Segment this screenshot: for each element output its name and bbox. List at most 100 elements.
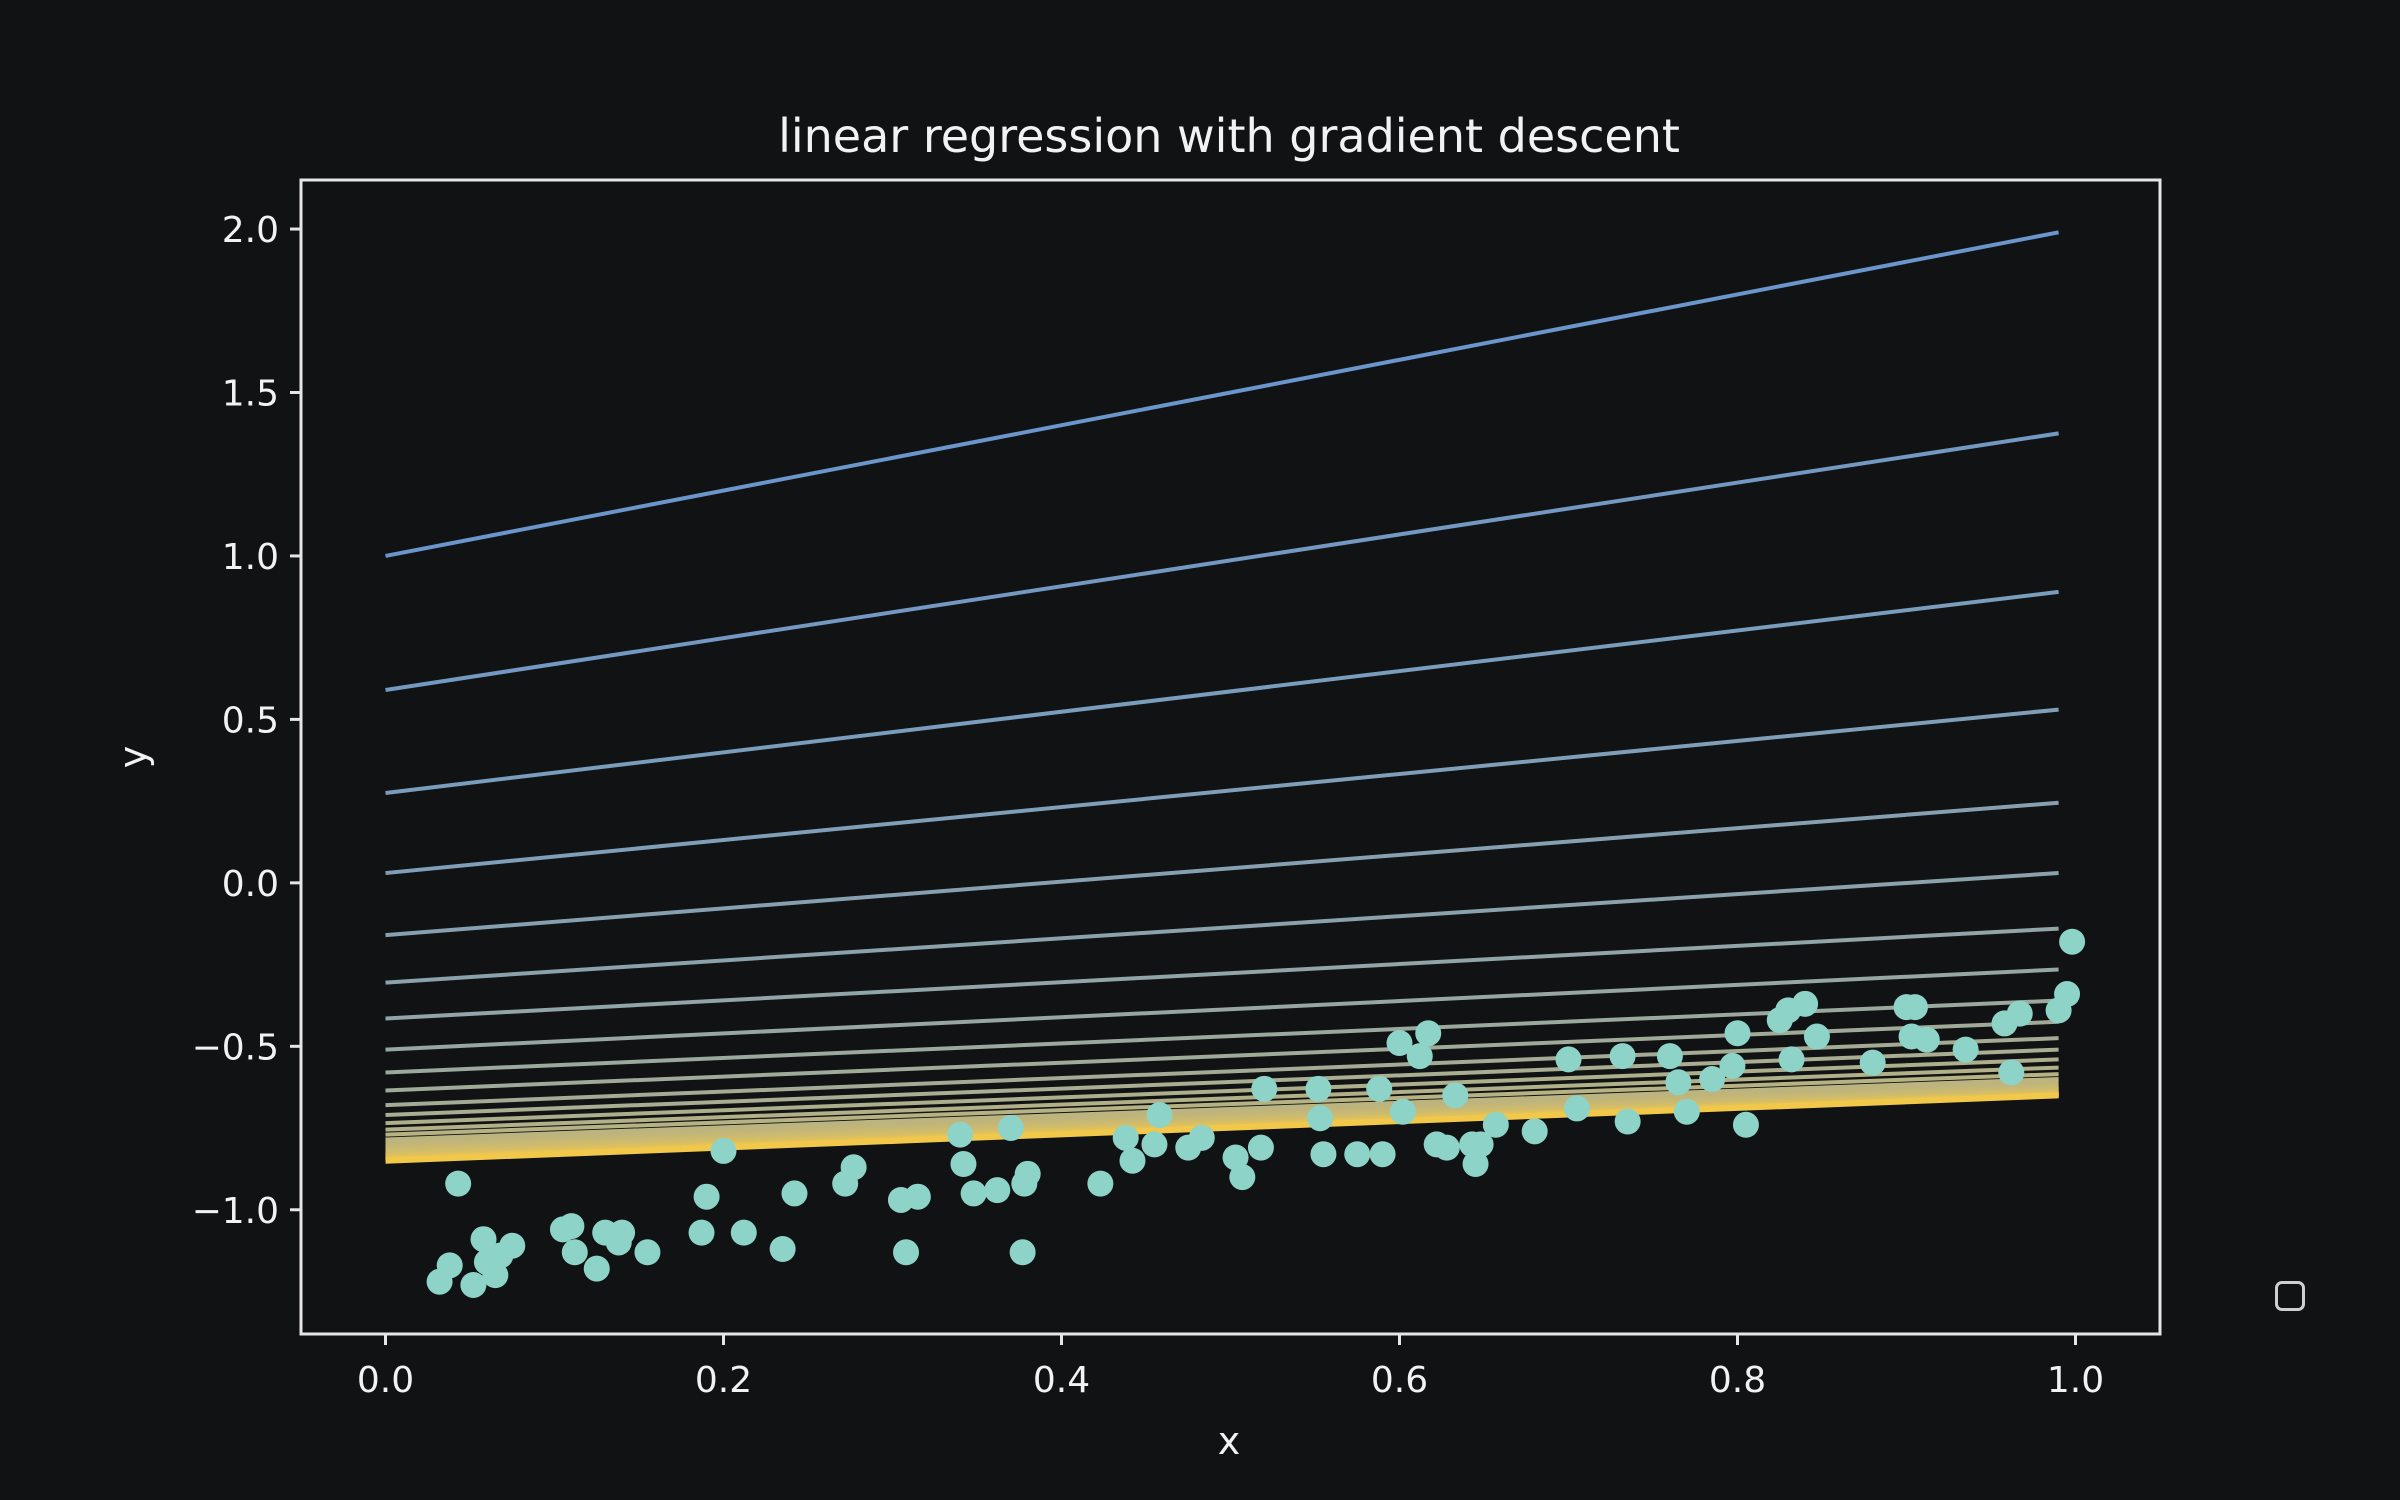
regression-line-2	[385, 589, 2059, 795]
data-point	[499, 1232, 526, 1259]
y-axis-label: y	[111, 746, 155, 769]
data-point	[460, 1271, 487, 1298]
data-point	[710, 1137, 737, 1164]
data-point	[1482, 1111, 1509, 1138]
y-tick-label: 1.5	[222, 373, 279, 414]
x-tick-label: 0.6	[1371, 1360, 1428, 1401]
data-point	[1222, 1144, 1249, 1171]
data-point	[1803, 1023, 1830, 1050]
data-point	[634, 1239, 661, 1266]
data-point	[1724, 1020, 1751, 1047]
data-point	[769, 1236, 796, 1263]
data-point	[893, 1239, 920, 1266]
data-point	[1901, 994, 1928, 1021]
data-point	[688, 1219, 715, 1246]
regression-line-1	[385, 431, 2059, 692]
data-point	[730, 1219, 757, 1246]
regression-lines	[385, 230, 2059, 1164]
regression-line-5	[385, 871, 2059, 985]
data-point	[1609, 1043, 1636, 1070]
regression-line-10	[385, 1036, 2059, 1108]
regression-line-16	[385, 1080, 2059, 1145]
data-point	[583, 1255, 610, 1282]
data-point	[436, 1252, 463, 1279]
regression-line-13	[385, 1065, 2059, 1132]
data-point	[1087, 1170, 1114, 1197]
data-point	[1614, 1108, 1641, 1135]
data-point	[693, 1183, 720, 1210]
data-point	[1778, 1046, 1805, 1073]
data-point	[482, 1262, 509, 1289]
data-point	[2054, 981, 2081, 1008]
regression-line-15	[385, 1077, 2059, 1142]
data-point	[1009, 1239, 1036, 1266]
data-point	[2059, 928, 2086, 955]
regression-line-6	[385, 926, 2059, 1021]
data-point	[960, 1180, 987, 1207]
data-point	[1014, 1160, 1041, 1187]
data-point	[997, 1115, 1024, 1142]
data-point	[1719, 1052, 1746, 1079]
data-point	[1229, 1164, 1256, 1191]
data-points	[426, 928, 2086, 1298]
y-tick-label: −0.5	[192, 1027, 279, 1068]
data-point	[1344, 1141, 1371, 1168]
y-axis: −1.0 −0.5 0.0 0.5 1.0 1.5 2.0	[192, 210, 301, 1232]
data-point	[1307, 1105, 1334, 1132]
data-point	[1467, 1131, 1494, 1158]
data-point	[1521, 1118, 1548, 1145]
plot-frame	[299, 178, 2162, 1336]
data-point	[1188, 1124, 1215, 1151]
data-point	[1366, 1075, 1393, 1102]
chart-title: linear regression with gradient descent	[778, 109, 1680, 163]
data-point	[470, 1226, 497, 1253]
data-point	[1386, 1030, 1413, 1057]
regression-line-7	[385, 967, 2059, 1052]
x-tick-label: 0.4	[1033, 1360, 1090, 1401]
x-tick-label: 0.2	[695, 1360, 752, 1401]
data-point	[1247, 1134, 1274, 1161]
y-tick-label: 0.0	[222, 864, 279, 905]
y-tick-label: 1.0	[222, 537, 279, 578]
data-point	[1406, 1043, 1433, 1070]
regression-line-4	[385, 800, 2059, 938]
data-point	[2006, 1000, 2033, 1027]
data-point	[1146, 1101, 1173, 1128]
data-point	[558, 1213, 585, 1240]
regression-line-29	[385, 1092, 2059, 1164]
data-point	[1673, 1098, 1700, 1125]
regression-line-0	[385, 230, 2059, 558]
data-point	[904, 1183, 931, 1210]
data-point	[1732, 1111, 1759, 1138]
x-axis: 0.0 0.2 0.4 0.6 0.8 1.0	[357, 1334, 2104, 1401]
data-point	[984, 1177, 1011, 1204]
regression-line-14	[385, 1072, 2059, 1137]
data-point	[1112, 1124, 1139, 1151]
data-point	[1792, 990, 1819, 1017]
data-point	[1998, 1059, 2025, 1086]
data-point	[950, 1151, 977, 1178]
data-point	[781, 1180, 808, 1207]
data-point	[1119, 1147, 1146, 1174]
regression-line-9	[385, 1019, 2059, 1093]
legend-box	[2275, 1281, 2305, 1311]
data-point	[1310, 1141, 1337, 1168]
y-tick-label: 0.5	[222, 700, 279, 741]
data-point	[1305, 1075, 1332, 1102]
x-tick-label: 0.0	[357, 1360, 414, 1401]
y-tick-label: −1.0	[192, 1191, 279, 1232]
data-point	[840, 1154, 867, 1181]
data-point	[1665, 1069, 1692, 1096]
data-point	[1433, 1134, 1460, 1161]
data-point	[1415, 1020, 1442, 1047]
regression-line-3	[385, 707, 2059, 876]
x-tick-label: 1.0	[2047, 1360, 2104, 1401]
data-point	[561, 1239, 588, 1266]
data-point	[1462, 1151, 1489, 1178]
data-point	[1141, 1131, 1168, 1158]
regression-line-12	[385, 1057, 2059, 1126]
data-point	[1699, 1066, 1726, 1093]
data-point	[1952, 1036, 1979, 1063]
data-point	[1656, 1043, 1683, 1070]
